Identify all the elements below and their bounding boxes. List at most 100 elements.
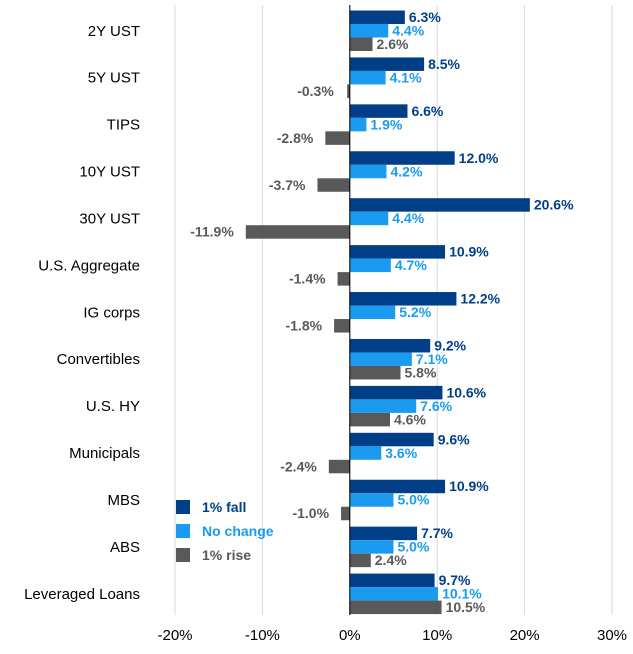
category-label: 10Y UST (79, 164, 140, 181)
bar (349, 10, 405, 24)
bar (349, 258, 391, 273)
x-tick-label: 10% (422, 627, 452, 644)
bar (349, 412, 391, 427)
x-tick-label: 0% (339, 627, 361, 644)
data-label: 9.6% (438, 431, 470, 447)
bar (349, 164, 387, 179)
bar (349, 352, 412, 366)
data-label: 10.9% (449, 478, 489, 494)
data-label: 4.7% (395, 257, 427, 273)
legend-swatch (176, 548, 190, 562)
data-label: -2.4% (280, 458, 317, 474)
x-tick-label: -10% (245, 627, 280, 644)
data-label: 9.7% (439, 572, 471, 588)
data-label: 10.1% (442, 586, 482, 602)
bar (349, 117, 367, 132)
legend-swatch (176, 500, 190, 514)
category-label: 5Y UST (88, 70, 140, 87)
data-label: -1.8% (285, 318, 322, 334)
bar (341, 506, 350, 521)
data-label: 7.6% (420, 398, 452, 414)
x-axis: -20% -10% 0% 10% 20% 30% (157, 5, 627, 644)
bar (317, 178, 350, 192)
data-label: 5.2% (399, 304, 431, 320)
data-label: 12.0% (459, 150, 499, 166)
bar (349, 198, 530, 212)
bars (245, 10, 530, 615)
bar (328, 459, 350, 474)
bar (349, 211, 389, 226)
bar (349, 104, 408, 118)
bar (349, 305, 396, 320)
bar (347, 84, 350, 98)
data-label: 8.5% (428, 56, 460, 72)
bar (334, 319, 350, 333)
data-label: -11.9% (190, 224, 234, 240)
category-label: Leveraged Loans (24, 586, 140, 603)
data-label: 2.4% (375, 552, 407, 568)
data-label: 2.6% (377, 36, 409, 52)
data-label: 4.2% (391, 163, 423, 179)
data-label: 10.5% (446, 599, 486, 615)
category-label: U.S. Aggregate (38, 257, 140, 274)
data-label: 9.2% (434, 337, 466, 353)
bar (325, 131, 350, 145)
category-label: ABS (110, 539, 140, 556)
bar (349, 365, 401, 380)
data-label: 7.1% (416, 351, 448, 367)
legend-label: No change (202, 523, 274, 539)
data-label: 20.6% (534, 197, 574, 213)
bar (349, 399, 417, 413)
data-label: 6.3% (409, 9, 441, 25)
bar (349, 493, 394, 507)
bar (349, 70, 386, 85)
data-label: -1.0% (292, 505, 329, 521)
legend-label: 1% rise (202, 547, 251, 563)
bar (349, 338, 431, 353)
data-label: 10.9% (449, 244, 489, 260)
legend: 1% fall No change 1% rise (176, 499, 274, 563)
data-label: 6.6% (411, 103, 443, 119)
bar (349, 573, 435, 588)
data-label: 5.0% (398, 539, 430, 555)
bar (349, 151, 455, 165)
category-label: TIPS (107, 117, 140, 134)
category-label: 2Y UST (88, 23, 140, 40)
category-label: U.S. HY (86, 398, 140, 415)
data-label: 4.1% (390, 69, 422, 85)
category-label: IG corps (83, 304, 140, 321)
data-label: 3.6% (385, 445, 417, 461)
bar (349, 385, 443, 400)
x-tick-label: 30% (597, 627, 627, 644)
category-label: Convertibles (57, 351, 140, 368)
bar (349, 553, 371, 568)
bar (245, 225, 350, 239)
bar (349, 37, 373, 51)
bar (349, 24, 389, 38)
data-label: 5.8% (404, 364, 436, 380)
data-label: -0.3% (297, 83, 334, 99)
data-label: -3.7% (269, 177, 306, 193)
legend-swatch (176, 524, 190, 538)
bar (349, 526, 418, 541)
bar (337, 272, 350, 286)
data-label: 5.0% (398, 492, 430, 508)
bar (349, 587, 439, 601)
bar (349, 292, 457, 306)
x-tick-label: -20% (157, 627, 192, 644)
bar (349, 600, 442, 615)
data-label: 7.7% (421, 525, 453, 541)
value-labels: 6.3%4.4%2.6%8.5%4.1%-0.3%6.6%1.9%-2.8%12… (190, 9, 574, 615)
category-labels: 2Y UST 5Y UST TIPS 10Y UST 30Y UST U.S. Aggre… (24, 23, 140, 603)
data-label: 4.4% (392, 210, 424, 226)
bar (349, 446, 382, 460)
data-label: 4.4% (392, 23, 424, 39)
legend-label: 1% fall (202, 499, 246, 515)
x-tick-label: 20% (510, 627, 540, 644)
category-label: 30Y UST (79, 210, 140, 227)
data-label: 1.9% (370, 116, 402, 132)
bar (349, 57, 425, 71)
bar (349, 432, 434, 447)
data-label: 4.6% (394, 411, 426, 427)
